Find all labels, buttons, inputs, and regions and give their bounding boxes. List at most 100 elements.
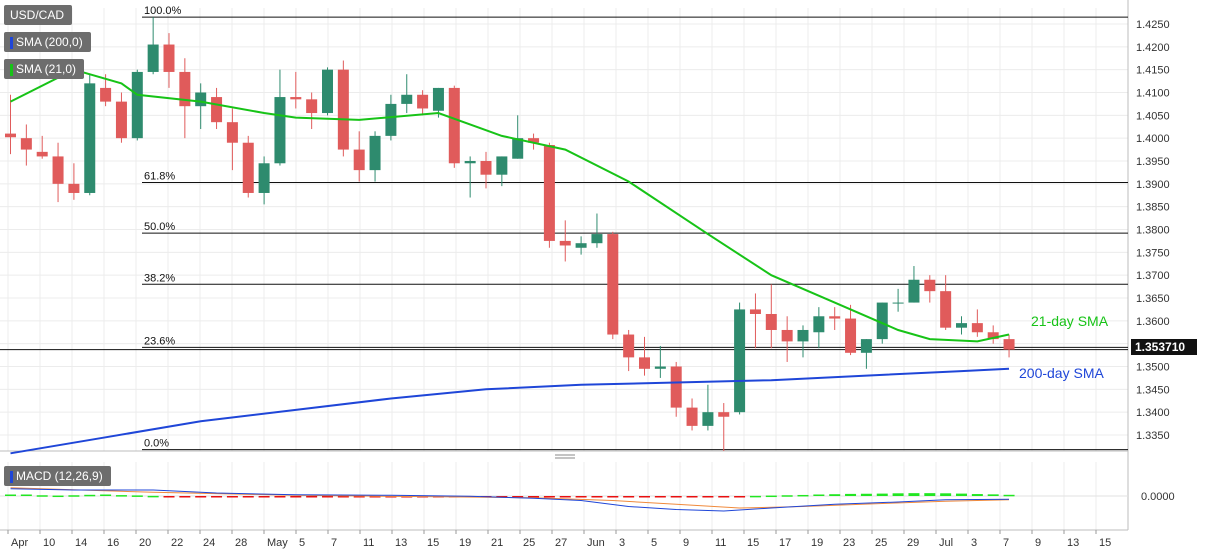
candle-bull [876,302,888,340]
macd-hist-positive [987,494,999,496]
candle-bear [448,87,460,164]
candle-bear [607,234,619,335]
x-tick-label: 5 [299,537,305,549]
x-tick-label: 11 [715,537,726,549]
macd-hist-negative [496,496,508,498]
y-tick-label: 1.4250 [1136,19,1170,31]
candle-bull [575,243,587,248]
macd-hist-negative [258,496,270,498]
candle-bull [385,103,397,136]
macd-hist-positive [36,495,48,497]
candle-bear [480,160,492,175]
y-tick-label: 1.3700 [1136,270,1170,282]
candle-bear [940,291,952,328]
macd-hist-positive [68,495,80,497]
fib-label: 61.8% [144,170,175,182]
x-tick-label: May [267,537,288,549]
x-tick-label: 14 [75,537,87,549]
candle-bear [100,87,112,102]
fib-label: 38.2% [144,272,175,284]
macd-hist-positive [892,493,904,496]
macd-hist-negative [607,496,619,498]
sma200-legend-label: SMA (200,0) [16,35,83,49]
fib-label: 50.0% [144,221,175,233]
sma21-legend-label: SMA (21,0) [16,62,77,76]
macd-hist-negative [702,496,714,498]
candle-bull [797,329,809,342]
macd-hist-positive [765,495,777,498]
candle-bear [670,366,682,408]
candle-bear [52,156,64,184]
x-tick-label: 22 [171,537,183,549]
x-tick-label: 19 [811,537,823,549]
candle-bear [163,44,175,72]
candle-bear [290,97,302,100]
candle-bull [369,135,381,171]
x-tick-label: 20 [139,537,151,549]
candle-bear [417,94,429,109]
candle-bull [654,366,666,369]
macd-legend-label: MACD (12,26,9) [16,469,103,483]
sma200-legend: SMA (200,0) [4,32,91,52]
macd-hist-positive [781,495,793,497]
macd-hist-negative [559,496,571,498]
x-tick-label: 19 [459,537,471,549]
candle-bull [401,94,413,104]
candle-bull [956,323,967,328]
candle-bull [591,234,603,244]
macd-hist-negative [337,496,349,498]
fib-label: 0.0% [144,438,169,450]
macd-hist-negative [654,496,666,498]
sma21-annotation: 21-day SMA [1031,313,1109,329]
macd-hist-negative [369,496,381,498]
macd-hist-positive [5,494,16,496]
candle-bear [1003,339,1015,350]
x-tick-label: 17 [779,537,791,549]
macd-hist-positive [813,494,825,496]
macd-hist-negative [195,496,207,498]
candle-bear [987,332,999,340]
candle-bear [337,69,349,150]
macd-signal-line [10,487,1010,509]
y-tick-label: 1.3850 [1136,202,1170,214]
candle-bull [131,71,143,139]
x-tick-label: 13 [1067,537,1079,549]
y-tick-label: 1.3650 [1136,293,1170,305]
x-tick-label: 16 [107,537,119,549]
candle-bear [20,138,32,150]
candle-bull [734,309,746,413]
macd-hist-positive [971,494,983,496]
y-tick-label: 1.4000 [1136,133,1170,145]
macd-hist-positive [797,494,809,497]
macd-hist-negative [591,496,603,498]
candle-bear [5,133,16,138]
x-tick-label: 13 [395,537,407,549]
macd-hist-positive [131,495,143,497]
macd-hist-positive [147,495,159,498]
x-tick-label: 21 [491,537,503,549]
candle-bull [496,156,508,175]
macd-hist-negative [163,496,175,498]
x-tick-label: 29 [907,537,919,549]
macd-hist-positive [749,495,761,498]
candle-bear [924,279,936,292]
macd-hist-negative [306,496,318,498]
macd-hist-positive [52,495,64,498]
y-tick-label: 1.3900 [1136,179,1170,191]
macd-hist-positive [1003,494,1015,497]
instrument-legend: USD/CAD [4,5,73,25]
candle-bear [559,240,571,246]
candle-bull [464,160,476,164]
macd-hist-positive [845,493,857,496]
sma21-line [10,68,1010,343]
x-tick-label: 9 [683,537,689,549]
sma200-annotation: 200-day SMA [1019,365,1104,381]
candle-bear [242,142,254,193]
x-tick-label: 9 [1035,537,1041,549]
macd-hist-positive [829,494,841,496]
x-tick-label: 25 [875,537,887,549]
macd-hist-negative [322,496,333,498]
y-tick-label: 1.3800 [1136,225,1170,237]
macd-hist-negative [718,496,730,498]
